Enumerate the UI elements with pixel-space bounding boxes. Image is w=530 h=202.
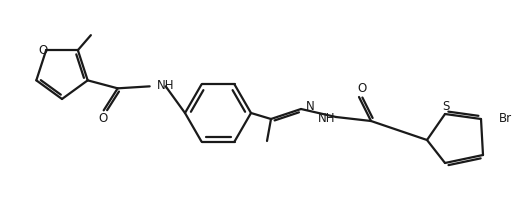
Text: NH: NH (317, 112, 335, 124)
Text: N: N (306, 100, 315, 113)
Text: O: O (357, 82, 367, 96)
Text: O: O (39, 44, 48, 57)
Text: O: O (98, 112, 107, 125)
Text: Br: Br (499, 113, 512, 125)
Text: NH: NH (157, 79, 174, 92)
Text: S: S (443, 100, 449, 113)
